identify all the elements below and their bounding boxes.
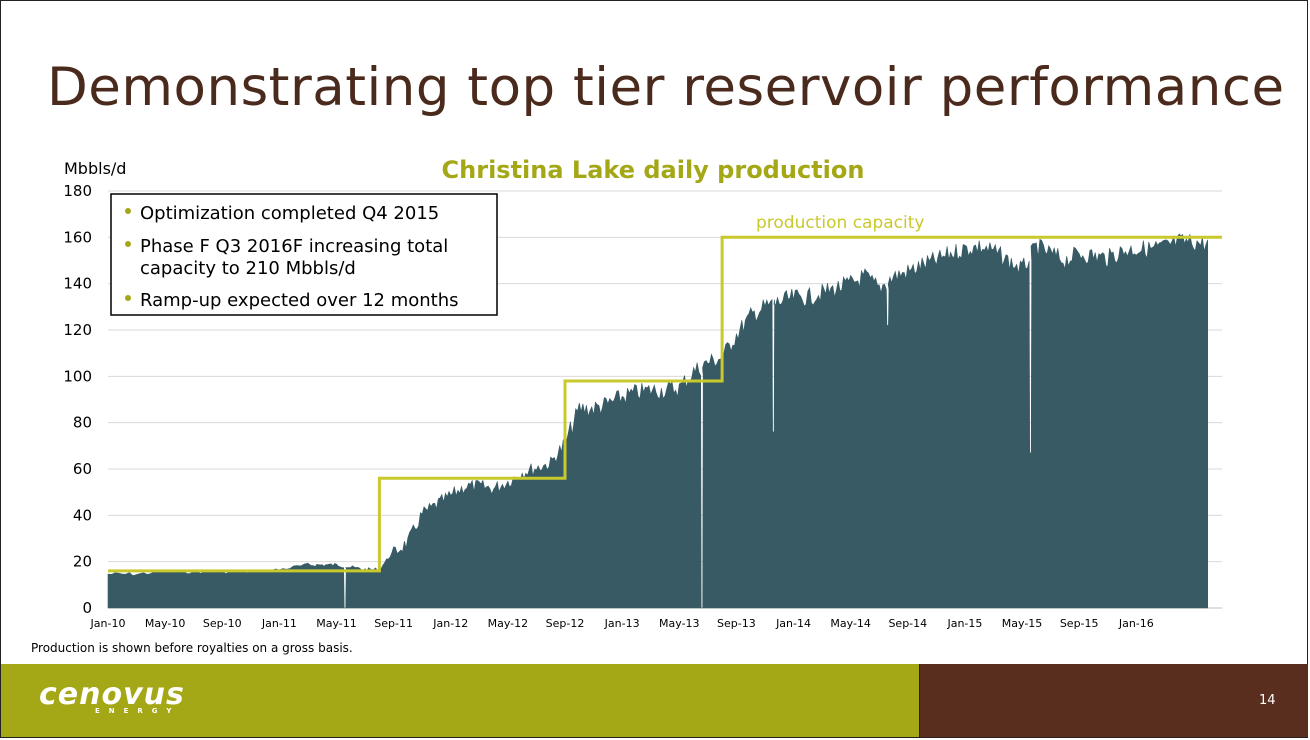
x-tick-label: May-13: [659, 617, 700, 630]
callout-bullet-text: Optimization completed Q4 2015: [140, 203, 439, 224]
y-tick-label: 160: [63, 228, 92, 246]
page-number: 14: [1259, 693, 1276, 708]
y-tick-label: 80: [73, 414, 92, 432]
x-tick-label: Jan-12: [432, 617, 468, 630]
x-tick-label: Jan-10: [90, 617, 126, 630]
callout-bullet-text: Ramp-up expected over 12 months: [140, 290, 459, 311]
footer-green-band: [1, 664, 919, 737]
y-tick-label: 60: [73, 460, 92, 478]
y-tick-label: 100: [63, 367, 92, 385]
footer-brown-band: [919, 664, 1308, 737]
x-tick-label: Sep-10: [203, 617, 242, 630]
slide-title: Demonstrating top tier reservoir perform…: [47, 57, 1285, 118]
x-tick-label: Jan-16: [1118, 617, 1154, 630]
y-tick-label: 40: [73, 506, 92, 524]
bullet-dot: [125, 241, 131, 247]
x-tick-label: May-15: [1002, 617, 1043, 630]
x-tick-label: Sep-11: [374, 617, 413, 630]
x-tick-label: Sep-15: [1060, 617, 1099, 630]
bullet-dot: [125, 208, 131, 214]
chart-title: Christina Lake daily production: [442, 156, 865, 184]
x-tick-label: Jan-11: [261, 617, 297, 630]
footnote: Production is shown before royalties on …: [31, 641, 353, 655]
capacity-step-line: [108, 235, 1222, 573]
x-tick-label: May-11: [316, 617, 357, 630]
x-tick-label: Sep-14: [888, 617, 927, 630]
cenovus-logo: cenovus ENERGY: [39, 677, 185, 715]
y-tick-label: 140: [63, 275, 92, 293]
callout-bullet-text: Phase F Q3 2016F increasing total: [140, 236, 448, 257]
callout-bullet-text: capacity to 210 Mbbls/d: [140, 258, 356, 279]
capacity-label: production capacity: [756, 213, 924, 233]
y-tick-label: 120: [63, 321, 92, 339]
y-tick-label: 0: [82, 599, 92, 617]
y-axis-label: Mbbls/d: [64, 159, 126, 178]
y-tick-label: 20: [73, 553, 92, 571]
x-tick-label: Sep-13: [717, 617, 756, 630]
x-tick-label: Jan-13: [604, 617, 640, 630]
bullet-dot: [125, 295, 131, 301]
logo-subtext: ENERGY: [95, 707, 181, 715]
x-tick-label: May-10: [145, 617, 186, 630]
x-tick-label: May-14: [830, 617, 871, 630]
callout-box: [110, 193, 498, 316]
x-tick-label: Jan-14: [775, 617, 811, 630]
logo-wordmark: cenovus: [39, 677, 185, 712]
x-tick-label: Sep-12: [546, 617, 585, 630]
x-tick-label: May-12: [488, 617, 529, 630]
y-tick-label: 180: [63, 182, 92, 200]
production-chart: 0 20 40 60 80 100 120 140 160 180 Jan-10 May-10 Sep-…: [63, 156, 1222, 630]
x-tick-label: Jan-15: [946, 617, 982, 630]
